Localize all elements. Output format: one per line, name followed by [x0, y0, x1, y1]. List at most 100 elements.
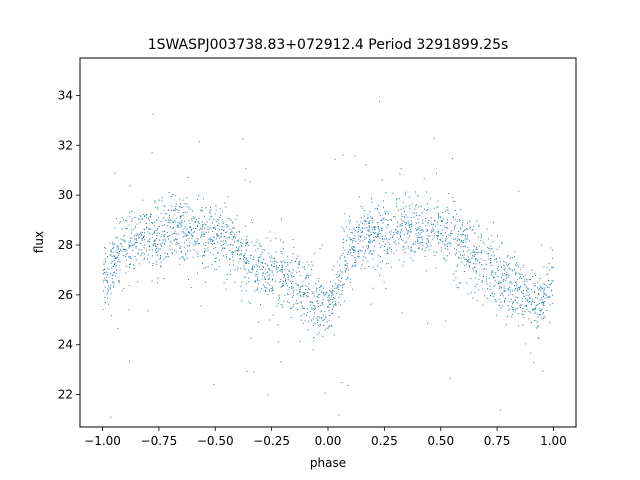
data-point [152, 243, 154, 245]
data-point [396, 232, 398, 234]
data-point [479, 274, 481, 276]
data-point [499, 261, 501, 263]
data-point [267, 252, 269, 254]
data-point [498, 298, 500, 300]
data-point [271, 290, 273, 292]
data-point [205, 250, 207, 252]
data-point [394, 240, 396, 242]
data-point [327, 299, 329, 301]
data-point [348, 269, 350, 271]
data-point [240, 242, 242, 243]
data-point [394, 216, 396, 218]
data-point [283, 300, 285, 302]
data-point [330, 312, 332, 314]
data-point [526, 290, 527, 292]
data-point [452, 216, 454, 218]
data-point [111, 315, 112, 317]
data-point [440, 240, 442, 242]
data-point [437, 231, 439, 233]
data-point [248, 271, 250, 273]
data-point [267, 275, 269, 277]
data-point [368, 230, 369, 232]
data-point [232, 256, 234, 258]
data-point [281, 261, 283, 263]
data-point [278, 296, 280, 298]
data-point [155, 239, 157, 241]
data-point [345, 279, 347, 281]
data-point [285, 278, 287, 280]
data-point [201, 234, 203, 236]
data-point [255, 241, 257, 243]
data-point [385, 219, 387, 221]
data-point [108, 290, 110, 292]
data-point [450, 235, 452, 237]
data-point [211, 243, 213, 245]
data-point [199, 243, 200, 244]
data-point [304, 292, 306, 294]
data-point [244, 257, 246, 258]
data-point [365, 250, 367, 252]
data-point [533, 290, 535, 292]
data-point [258, 260, 260, 262]
data-point [399, 231, 401, 233]
data-point [115, 237, 117, 239]
data-point [356, 221, 358, 223]
data-point [458, 257, 460, 259]
data-point [417, 234, 419, 236]
data-point [125, 220, 126, 222]
data-point [531, 269, 533, 271]
data-point [444, 227, 446, 228]
data-point [304, 278, 306, 280]
data-point [314, 323, 316, 325]
data-point [444, 240, 446, 241]
data-point [293, 246, 295, 248]
data-point [117, 246, 119, 248]
data-point [121, 290, 123, 292]
data-point [122, 248, 124, 250]
data-point [163, 235, 165, 237]
data-point [427, 222, 429, 224]
data-point [319, 248, 321, 250]
data-point [421, 236, 423, 238]
data-point [175, 241, 177, 243]
data-point [379, 256, 381, 258]
data-point [157, 277, 159, 279]
data-point [522, 295, 524, 297]
data-point [272, 278, 273, 280]
data-point [425, 210, 427, 211]
data-point [341, 278, 342, 280]
data-point [330, 325, 332, 327]
data-point [367, 261, 369, 263]
data-point [436, 235, 438, 236]
data-point [154, 240, 156, 242]
data-point [519, 305, 521, 307]
data-point [505, 275, 507, 277]
data-point [403, 215, 405, 217]
data-point [349, 281, 351, 283]
data-point [286, 282, 287, 284]
data-point [275, 281, 276, 282]
y-tick-label: 34 [58, 88, 73, 102]
data-point [146, 214, 148, 216]
data-point [467, 238, 469, 240]
data-point [382, 260, 383, 262]
data-point [382, 237, 384, 239]
data-point [322, 299, 324, 301]
data-point [147, 241, 149, 243]
data-point [520, 307, 522, 309]
data-point [267, 282, 269, 284]
data-point [489, 257, 491, 259]
data-point [174, 208, 176, 209]
data-point [314, 305, 316, 307]
data-point [383, 200, 385, 202]
data-point [466, 234, 468, 236]
data-point [501, 266, 502, 268]
data-point [154, 201, 156, 203]
data-point [525, 306, 527, 308]
data-point [259, 256, 260, 258]
data-point [176, 209, 178, 211]
data-point [129, 263, 131, 265]
data-point [374, 232, 375, 234]
data-point [382, 222, 384, 224]
data-point [537, 325, 539, 327]
